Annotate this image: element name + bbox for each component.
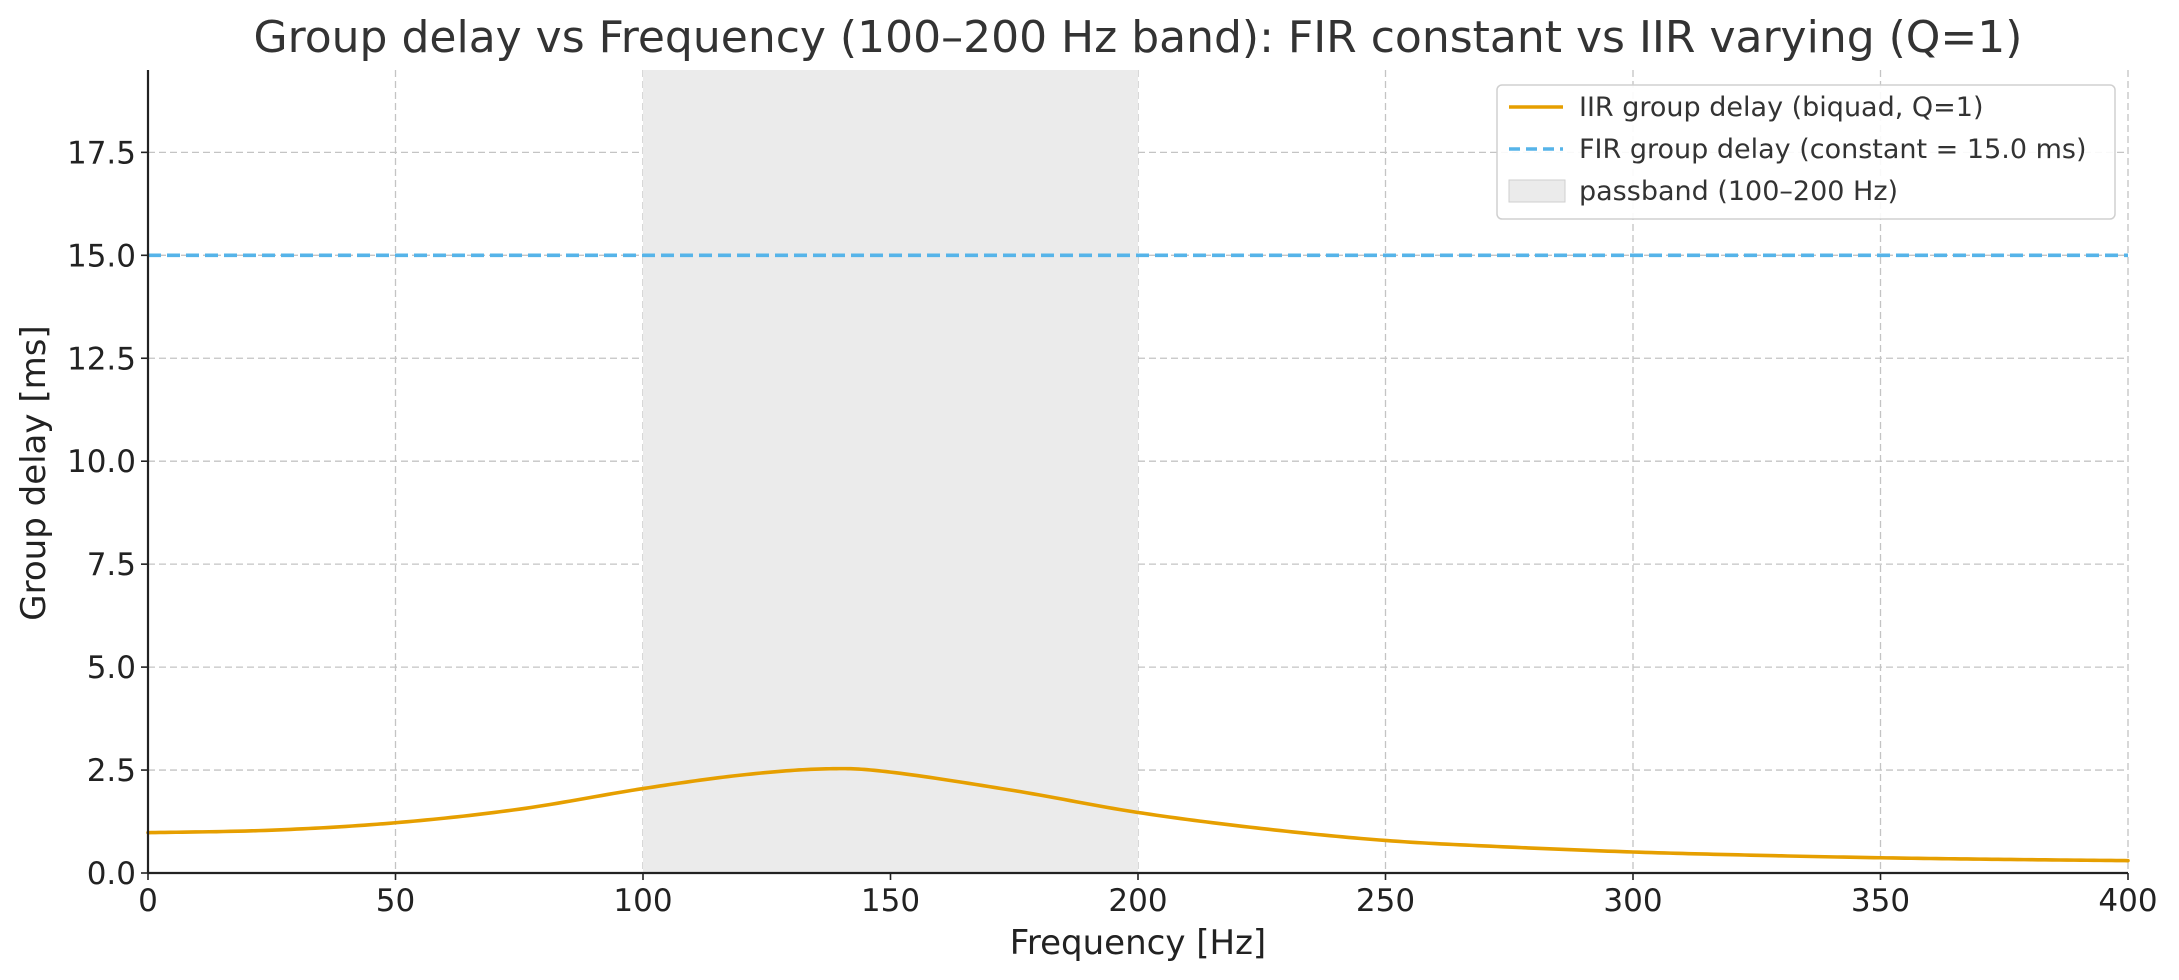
y-tick-label: 5.0 — [87, 650, 136, 686]
legend-item-fir: FIR group delay (constant = 15.0 ms) — [1509, 134, 2087, 165]
x-tick-label: 50 — [376, 883, 415, 919]
legend-label: IIR group delay (biquad, Q=1) — [1579, 92, 1984, 123]
y-tick-label: 15.0 — [67, 238, 136, 274]
legend-label: passband (100–200 Hz) — [1579, 176, 1898, 207]
x-tick-label: 250 — [1356, 883, 1415, 919]
x-tick-label: 150 — [861, 883, 920, 919]
passband-band — [643, 70, 1138, 873]
chart-title: Group delay vs Frequency (100–200 Hz ban… — [254, 12, 2023, 63]
tick-labels: 0 50 100 150 200 250 300 350 400 0.0 2.5 5.0 7.5 10.0… — [67, 135, 2158, 919]
y-tick-label: 7.5 — [87, 547, 136, 583]
x-tick-label: 400 — [2098, 883, 2157, 919]
legend: IIR group delay (biquad, Q=1) FIR group d… — [1496, 84, 2116, 220]
y-tick-label: 2.5 — [87, 753, 136, 789]
y-tick-label: 12.5 — [67, 341, 136, 377]
passband-layer — [643, 70, 1138, 873]
x-tick-label: 100 — [613, 883, 672, 919]
legend-item-iir: IIR group delay (biquad, Q=1) — [1509, 92, 1984, 123]
legend-box — [1496, 84, 2116, 220]
x-axis-label: Frequency [Hz] — [1010, 923, 1266, 963]
series-line-iir — [146, 766, 2130, 863]
y-tick-label: 10.0 — [67, 444, 136, 480]
series-layer — [146, 253, 2130, 863]
legend-label: FIR group delay (constant = 15.0 ms) — [1579, 134, 2087, 165]
legend-swatch — [1508, 179, 1566, 203]
x-tick-label: 0 — [138, 883, 158, 919]
x-tick-label: 200 — [1108, 883, 1167, 919]
y-axis-label: Group delay [ms] — [14, 325, 54, 620]
x-tick-label: 350 — [1851, 883, 1910, 919]
y-tick-label: 17.5 — [67, 135, 136, 171]
legend-item-passband: passband (100–200 Hz) — [1508, 176, 1898, 207]
y-tick-label: 0.0 — [87, 856, 136, 892]
x-tick-label: 300 — [1603, 883, 1662, 919]
